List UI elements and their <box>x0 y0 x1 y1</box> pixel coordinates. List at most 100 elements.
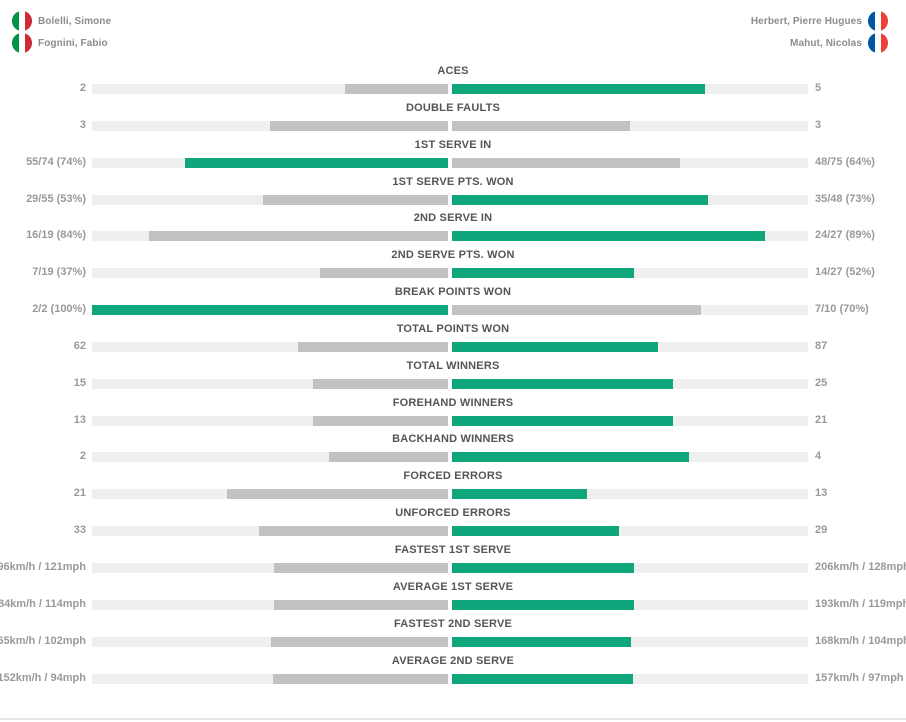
right-bar <box>452 562 634 573</box>
right-bar-track <box>452 84 808 94</box>
left-value: 21 <box>73 487 86 500</box>
right-bar <box>452 84 705 94</box>
right-value: 48/75 (64%) <box>815 155 875 168</box>
right-value: 14/27 (52%) <box>815 266 875 279</box>
stat-row-2nd-serve-pts-won: 2ND SERVE PTS. WON 7/19 (37%) 14/27 (52%) <box>0 249 906 286</box>
player-row: Herbert, Pierre Hugues <box>751 10 888 32</box>
right-bar <box>452 378 673 389</box>
right-bar <box>452 157 680 168</box>
left-bar-track <box>92 194 448 205</box>
right-bar-track <box>452 194 808 205</box>
left-bar-track <box>92 636 448 647</box>
left-bar <box>227 489 448 500</box>
left-value: 3 <box>79 118 86 131</box>
right-bar <box>452 636 632 647</box>
stat-label: TOTAL WINNERS <box>406 359 500 372</box>
right-bar-track <box>452 231 808 242</box>
right-bar-track <box>452 673 808 684</box>
left-bar-track <box>92 231 448 242</box>
left-bar-track <box>92 378 448 389</box>
left-bar <box>273 599 448 610</box>
left-value: 2/2 (100%) <box>32 303 86 316</box>
stat-label: AVERAGE 2ND SERVE <box>391 654 515 667</box>
left-bar <box>298 341 448 352</box>
stat-row-total-winners: TOTAL WINNERS 15 25 <box>0 360 906 397</box>
stat-row-fastest-2nd-serve: FASTEST 2ND SERVE 165km/h / 102mph 168km/h… <box>0 618 906 655</box>
left-value: 13 <box>73 413 86 426</box>
stat-row-aces: ACES 2 5 <box>0 65 906 102</box>
stat-label: ACES <box>437 65 469 77</box>
player-name[interactable]: Fognini, Fabio <box>38 37 108 49</box>
left-bar <box>92 305 448 316</box>
right-value: 193km/h / 119mph <box>815 597 906 610</box>
left-bar-track <box>92 120 448 131</box>
left-bar-track <box>92 268 448 279</box>
left-bar-track <box>92 673 448 684</box>
left-bar <box>272 673 448 684</box>
left-value: 29/55 (53%) <box>26 192 86 205</box>
right-value: 25 <box>815 376 828 389</box>
stat-label: 1ST SERVE IN <box>414 138 492 151</box>
stat-label: AVERAGE 1ST SERVE <box>392 580 514 593</box>
bottom-divider <box>0 718 906 720</box>
right-bar <box>452 673 633 684</box>
right-bar-track <box>452 341 808 352</box>
stat-row-forced-errors: FORCED ERRORS 21 13 <box>0 470 906 507</box>
right-value: 87 <box>815 339 828 352</box>
left-value: 55/74 (74%) <box>26 155 86 168</box>
left-value: 165km/h / 102mph <box>0 634 86 647</box>
right-value: 3 <box>815 118 822 131</box>
left-bar <box>312 378 448 389</box>
right-value: 35/48 (73%) <box>815 192 875 205</box>
right-bar-track <box>452 562 808 573</box>
left-bar-track <box>92 305 448 316</box>
player-name[interactable]: Mahut, Nicolas <box>790 37 862 49</box>
stat-label: UNFORCED ERRORS <box>395 507 511 520</box>
stats-table: ACES 2 5 DOUBLE FAULTS 3 3 1ST SERVE IN 55/74 (… <box>0 65 906 691</box>
right-value: 168km/h / 104mph <box>815 634 906 647</box>
left-bar <box>271 636 448 647</box>
right-bar <box>452 268 634 279</box>
team-left: Bolelli, Simone Fognini, Fabio <box>12 10 111 54</box>
right-value: 5 <box>815 82 822 94</box>
stat-label: 2ND SERVE PTS. WON <box>391 249 515 262</box>
left-value: 2 <box>79 450 86 463</box>
team-right: Herbert, Pierre Hugues Mahut, Nicolas <box>751 10 888 54</box>
right-bar <box>452 341 659 352</box>
right-bar <box>452 120 630 131</box>
right-bar <box>452 305 702 316</box>
right-bar-track <box>452 378 808 389</box>
right-bar-track <box>452 599 808 610</box>
stat-row-total-points-won: TOTAL POINTS WON 62 87 <box>0 323 906 360</box>
stat-row-average-1st-serve: AVERAGE 1ST SERVE 184km/h / 114mph 193km/h… <box>0 581 906 618</box>
stat-row-2nd-serve-in: 2ND SERVE IN 16/19 (84%) 24/27 (89%) <box>0 212 906 249</box>
left-bar <box>273 562 448 573</box>
left-bar-track <box>92 526 448 537</box>
player-name[interactable]: Herbert, Pierre Hugues <box>750 15 862 27</box>
left-bar <box>259 526 448 537</box>
right-bar-track <box>452 157 808 168</box>
right-bar <box>452 599 634 610</box>
right-value: 157km/h / 97mph <box>815 671 904 684</box>
left-bar <box>312 415 448 426</box>
left-bar <box>148 231 448 242</box>
left-value: 152km/h / 94mph <box>0 671 86 684</box>
left-bar-track <box>92 415 448 426</box>
stat-row-1st-serve-pts-won: 1ST SERVE PTS. WON 29/55 (53%) 35/48 (73%) <box>0 176 906 213</box>
left-bar <box>270 120 448 131</box>
player-row: Mahut, Nicolas <box>751 32 888 54</box>
right-value: 4 <box>815 450 822 463</box>
player-name[interactable]: Bolelli, Simone <box>38 15 112 27</box>
left-value: 184km/h / 114mph <box>0 597 86 610</box>
right-bar-track <box>452 452 808 463</box>
stat-row-unforced-errors: UNFORCED ERRORS 33 29 <box>0 507 906 544</box>
right-bar <box>452 452 689 463</box>
left-bar-track <box>92 489 448 500</box>
player-row: Bolelli, Simone <box>12 10 111 32</box>
right-bar <box>452 231 766 242</box>
france-flag-icon <box>868 11 888 31</box>
stat-label: 1ST SERVE PTS. WON <box>392 175 514 188</box>
left-bar-track <box>92 341 448 352</box>
right-bar <box>452 415 673 426</box>
stat-row-fastest-1st-serve: FASTEST 1ST SERVE 196km/h / 121mph 206km/h… <box>0 544 906 581</box>
